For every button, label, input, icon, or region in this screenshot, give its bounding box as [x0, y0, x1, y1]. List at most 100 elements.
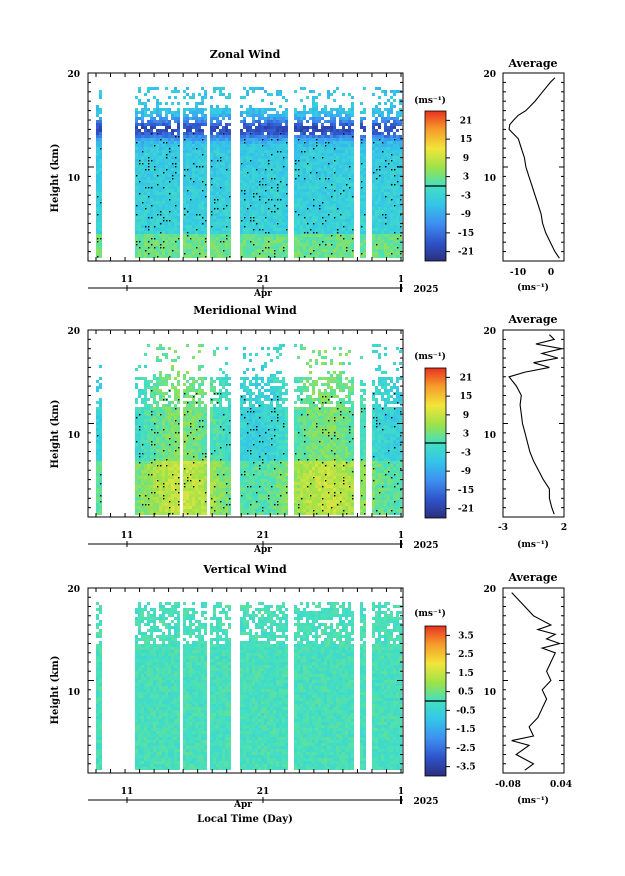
heatmap-cell — [261, 180, 264, 183]
heatmap-cell — [147, 150, 150, 153]
heatmap-cell — [150, 422, 153, 425]
heatmap-cell — [138, 249, 141, 252]
heatmap-cell — [387, 189, 390, 192]
heatmap-cell — [381, 138, 384, 141]
heatmap-cell — [351, 216, 354, 219]
heatmap-cell — [333, 153, 336, 156]
heatmap-cell — [168, 234, 171, 237]
heatmap-cell — [195, 189, 198, 192]
heatmap-cell — [177, 123, 180, 126]
heatmap-cell — [309, 150, 312, 153]
heatmap-cell — [147, 500, 150, 503]
low-snr-dot — [385, 217, 387, 219]
heatmap-cell — [339, 111, 342, 114]
heatmap-cell — [99, 195, 102, 198]
heatmap-cell — [144, 482, 147, 485]
heatmap-cell — [273, 228, 276, 231]
heatmap-cell — [171, 156, 174, 159]
heatmap-cell — [297, 231, 300, 234]
heatmap-cell — [297, 243, 300, 246]
heatmap-cell — [297, 216, 300, 219]
heatmap-cell — [177, 129, 180, 132]
heatmap-cell — [339, 183, 342, 186]
low-snr-dot — [382, 142, 384, 144]
heatmap-cell — [96, 189, 99, 192]
heatmap-cell — [183, 123, 186, 126]
heatmap-cell — [138, 165, 141, 168]
heatmap-cell — [258, 159, 261, 162]
heatmap-cell — [327, 216, 330, 219]
heatmap-cell — [303, 237, 306, 240]
heatmap-cell — [300, 132, 303, 135]
heatmap-cell — [258, 243, 261, 246]
heatmap-cell — [135, 186, 138, 189]
heatmap-cell — [297, 252, 300, 255]
heatmap-cell — [135, 189, 138, 192]
heatmap-cell — [159, 180, 162, 183]
low-snr-dot — [148, 166, 150, 168]
heatmap-cell — [213, 150, 216, 153]
heatmap-cell — [345, 168, 348, 171]
heatmap-cell — [183, 162, 186, 165]
heatmap-cell — [249, 225, 252, 228]
heatmap-cell — [171, 150, 174, 153]
heatmap-cell — [147, 344, 150, 347]
heatmap-cell — [228, 96, 231, 99]
heatmap-cell — [189, 132, 192, 135]
heatmap-cell — [342, 207, 345, 210]
heatmap-cell — [303, 105, 306, 108]
heatmap-cell — [210, 156, 213, 159]
heatmap-cell — [213, 216, 216, 219]
heatmap-cell — [195, 186, 198, 189]
heatmap-cell — [147, 90, 150, 93]
heatmap-cell — [318, 195, 321, 198]
heatmap-cell — [381, 162, 384, 165]
heatmap-cell — [201, 243, 204, 246]
heatmap-cell — [390, 177, 393, 180]
heatmap-cell — [384, 144, 387, 147]
low-snr-dot — [151, 429, 153, 431]
heatmap-cell — [351, 156, 354, 159]
heatmap-cell — [330, 255, 333, 258]
heatmap-cell — [189, 141, 192, 144]
heatmap-cell — [96, 153, 99, 156]
heatmap-cell — [99, 177, 102, 180]
low-snr-dot — [385, 214, 387, 216]
heatmap-cell — [285, 123, 288, 126]
heatmap-cell — [147, 147, 150, 150]
heatmap-cell — [168, 207, 171, 210]
heatmap-cell — [144, 440, 147, 443]
heatmap-cell — [141, 455, 144, 458]
heatmap-cell — [219, 246, 222, 249]
heatmap-cell — [387, 249, 390, 252]
heatmap-cell — [270, 144, 273, 147]
heatmap-cell — [153, 213, 156, 216]
heatmap-cell — [177, 228, 180, 231]
heatmap-cell — [336, 165, 339, 168]
heatmap-cell — [372, 246, 375, 249]
heatmap-cell — [276, 177, 279, 180]
heatmap-cell — [168, 240, 171, 243]
heatmap-cell — [255, 189, 258, 192]
heatmap-cell — [384, 210, 387, 213]
heatmap-cell — [192, 174, 195, 177]
cbar-tick-label: 9 — [463, 154, 469, 164]
heatmap-cell — [186, 108, 189, 111]
heatmap-cell — [333, 108, 336, 111]
heatmap-cell — [153, 437, 156, 440]
heatmap-cell — [228, 156, 231, 159]
heatmap-cell — [351, 246, 354, 249]
low-snr-dot — [184, 253, 186, 255]
heatmap-cell — [216, 87, 219, 90]
heatmap-cell — [309, 219, 312, 222]
heatmap-cell — [393, 234, 396, 237]
heatmap-cell — [174, 141, 177, 144]
heatmap-cell — [165, 147, 168, 150]
heatmap-cell — [144, 252, 147, 255]
heatmap-cell — [150, 512, 153, 515]
heatmap-cell — [360, 231, 363, 234]
heatmap-cell — [144, 198, 147, 201]
heatmap-cell — [399, 189, 402, 192]
heatmap-cell — [363, 147, 366, 150]
heatmap-cell — [150, 174, 153, 177]
